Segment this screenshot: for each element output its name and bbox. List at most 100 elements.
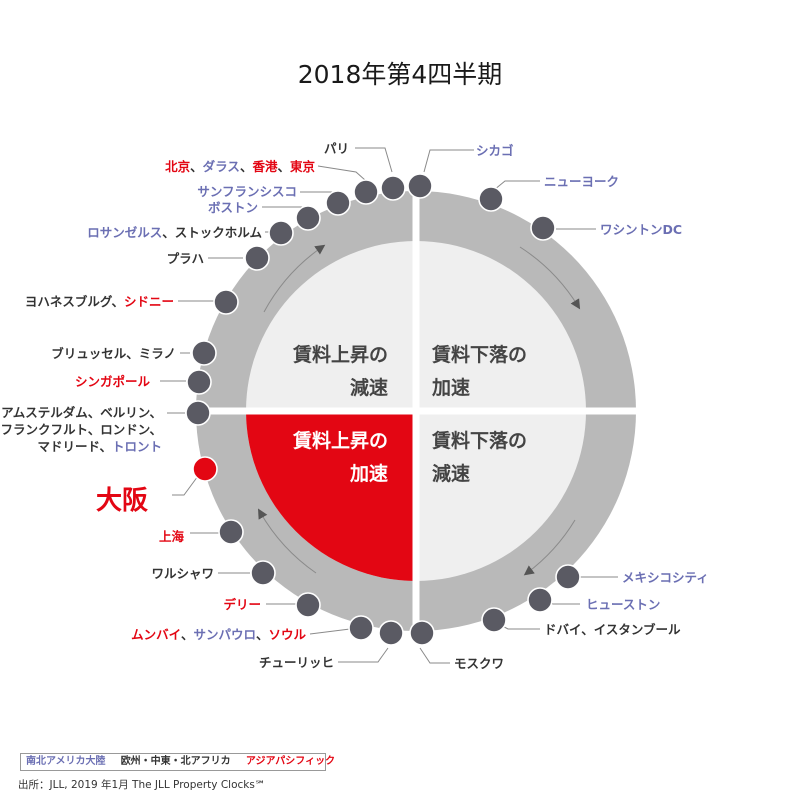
city-label: ドバイ、イスタンブール [544, 622, 681, 637]
legend-americas: 南北アメリカ大陸 [26, 756, 106, 767]
city-label: 上海 [159, 529, 185, 544]
city-dot [481, 607, 507, 633]
city-dot [213, 289, 239, 315]
city-label-part: ブリュッセル、ミラノ [51, 346, 176, 361]
city-label-part: 、 [181, 627, 194, 642]
city-dot [409, 620, 435, 646]
city-dot [244, 245, 270, 271]
city-label-part: 香港 [251, 159, 278, 174]
quadrant-label-top-left-1: 賃料上昇の [292, 343, 388, 366]
city-label-part: ムンバイ [131, 627, 181, 642]
city-label-part: トロント [112, 439, 162, 454]
city-label-part: デリー [223, 597, 261, 612]
city-label: モスクワ [454, 656, 504, 671]
legend-emea: 欧州・中東・北アフリカ [120, 756, 231, 767]
city-label: ニューヨーク [544, 174, 619, 189]
city-label: サンフランシスコ [197, 184, 297, 199]
city-dot [530, 215, 556, 241]
city-dot [378, 620, 404, 646]
city-label-part: 、 [277, 159, 290, 174]
region-legend: 南北アメリカ大陸 欧州・中東・北アフリカ アジアパシフィック [20, 753, 335, 771]
city-dot [348, 615, 374, 641]
city-label: メキシコシティ [622, 570, 709, 585]
city-dots [185, 173, 581, 646]
city-label-part: ソウル [268, 627, 306, 642]
city-dot [527, 587, 553, 613]
city-label: ヒューストン [586, 597, 660, 612]
city-dot [325, 190, 351, 216]
city-dot [268, 220, 294, 246]
leader-lines [160, 147, 618, 664]
city-label-part: 大阪 [96, 486, 148, 516]
city-label-part: メキシコシティ [622, 570, 709, 585]
city-label-part: ロサンゼルス [87, 225, 162, 240]
quadrant-label-bottom-right-1: 賃料下落の [431, 429, 527, 452]
city-dot [185, 400, 211, 426]
city-label: ボストン [208, 200, 258, 215]
city-dot [186, 369, 212, 395]
city-label-part: シンガポール [75, 374, 151, 389]
city-dot [295, 205, 321, 231]
city-label-part: ワシントンDC [600, 222, 682, 237]
city-label-part: ヨハネスブルグ、 [25, 294, 124, 309]
chart-title: 2018年第4四半期 [298, 60, 503, 89]
city-label-part: 上海 [159, 529, 185, 544]
city-label-part: チューリッヒ [259, 655, 334, 670]
city-label-part: アムステルダム、ベルリン、 [1, 405, 162, 420]
city-label: デリー [223, 597, 261, 612]
city-label-part: 、ストックホルム [162, 225, 262, 240]
city-dot [380, 175, 406, 201]
city-dot [191, 340, 217, 366]
city-label: マドリード、トロント [37, 439, 162, 454]
city-label-part: ボストン [208, 200, 258, 215]
quadrant-label-bottom-right-2: 減速 [432, 462, 470, 485]
city-label: ムンバイ、サンパウロ、ソウル [131, 627, 306, 642]
city-label-part: マドリード、 [37, 439, 112, 454]
legend-asia: アジアパシフィック [245, 756, 336, 767]
city-label-part: 、 [190, 159, 203, 174]
city-label: プラハ [167, 251, 204, 266]
city-dot [295, 592, 321, 618]
city-dot [353, 179, 379, 205]
arrow-icon [519, 246, 581, 310]
city-label-part: フランクフルト、ロンドン、 [0, 422, 162, 437]
city-dot-osaka [192, 456, 218, 482]
city-label: ワルシャワ [151, 566, 214, 581]
city-label: アムステルダム、ベルリン、 [1, 405, 162, 420]
quadrant-label-bottom-left-1: 賃料上昇の [292, 429, 388, 452]
city-label-part: シドニー [124, 294, 174, 309]
city-label-part: サンパウロ [193, 627, 256, 642]
city-label-part: 東京 [290, 159, 316, 174]
city-dot [250, 560, 276, 586]
highlight-quadrant [246, 411, 416, 581]
city-label-part: モスクワ [454, 656, 504, 671]
quadrant-label-top-right-1: 賃料下落の [431, 343, 527, 366]
quadrant-label-bottom-left-2: 加速 [349, 462, 388, 485]
city-label-part: ワルシャワ [151, 566, 214, 581]
city-label-part: ドバイ、イスタンブール [544, 622, 681, 637]
city-label-part: ニューヨーク [544, 174, 619, 189]
city-dot [478, 186, 504, 212]
city-label-part: 、 [256, 627, 269, 642]
city-dot [407, 173, 433, 199]
city-label: ブリュッセル、ミラノ [51, 346, 176, 361]
city-label-part: ダラス [203, 159, 240, 174]
arrow-icon [258, 508, 317, 574]
city-label-part: サンフランシスコ [197, 184, 297, 199]
city-label: ロサンゼルス、ストックホルム [87, 225, 262, 240]
city-label: パリ [324, 141, 349, 156]
city-label: ワシントンDC [600, 222, 682, 237]
quadrant-label-top-left-2: 減速 [350, 376, 388, 399]
city-labels: パリ シカゴニューヨークワシントンDC北京、ダラス、香港、東京サンフランシスコボス… [0, 141, 708, 671]
city-dot [218, 519, 244, 545]
city-label: フランクフルト、ロンドン、 [0, 422, 162, 437]
source-note: 出所：JLL, 2019 年1月 The JLL Property Clocks… [18, 779, 266, 791]
city-label-part: 、 [240, 159, 253, 174]
city-dot [555, 564, 581, 590]
city-label-part: プラハ [167, 251, 204, 266]
quadrant-label-top-right-2: 加速 [431, 376, 470, 399]
city-label-part: パリ [324, 141, 349, 156]
city-label: 大阪 [96, 486, 148, 516]
arrow-icon [263, 244, 326, 313]
